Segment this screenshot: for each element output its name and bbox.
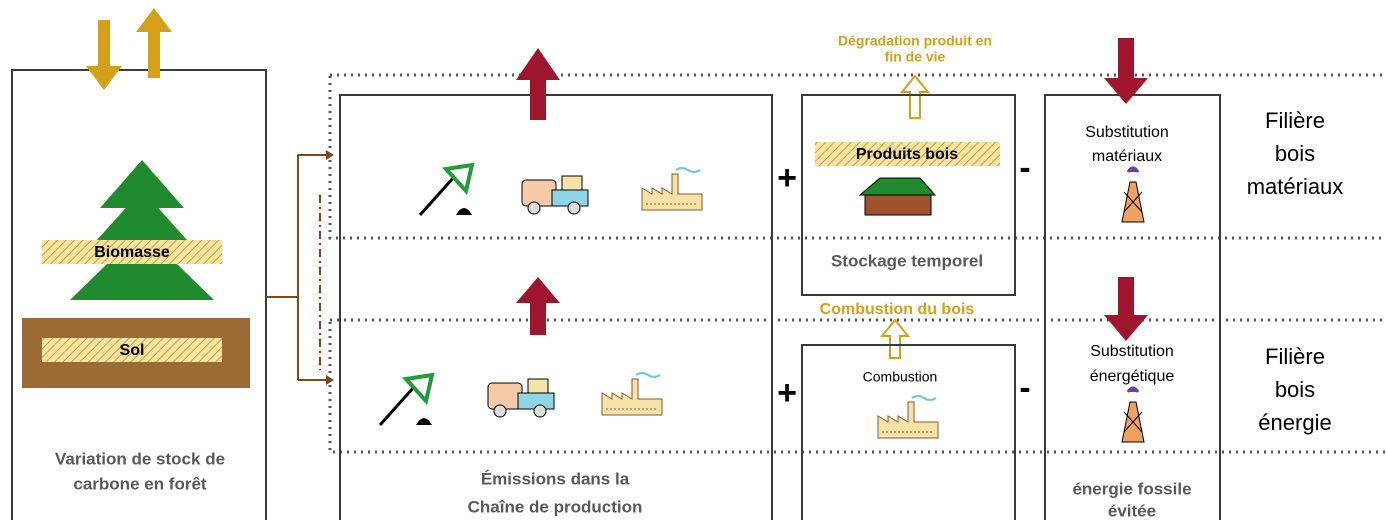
production-caption: Émissions dans la <box>481 469 630 488</box>
house-icon <box>860 178 935 215</box>
forest-caption: Variation de stock de <box>55 449 225 468</box>
icon <box>602 373 662 415</box>
emission-arrow <box>516 48 560 120</box>
diagram: Biomasse Sol Variation de stock de carbo… <box>0 0 1386 520</box>
combustion-top-label: Combustion du bois <box>820 301 975 318</box>
substitution-label: Substitution <box>1085 124 1169 141</box>
substitution-caption: évitée <box>1108 501 1156 520</box>
sector-label: Filière <box>1265 344 1325 369</box>
outline-arrow <box>882 320 908 358</box>
avoided-arrow <box>1104 277 1148 341</box>
arrow-up <box>136 8 172 78</box>
substitution-label: Substitution <box>1090 343 1174 360</box>
icon <box>488 379 554 417</box>
sector-label: matériaux <box>1247 174 1344 199</box>
emission-arrow <box>516 277 560 335</box>
substitution-label: matériaux <box>1092 148 1162 165</box>
products-label: Produits bois <box>856 146 958 163</box>
icon <box>1122 168 1144 222</box>
connector <box>266 155 326 380</box>
storage-caption: Stockage temporel <box>831 251 983 270</box>
sector-label: énergie <box>1258 410 1331 435</box>
combustion-label: Combustion <box>863 369 938 385</box>
forest-caption: carbone en forêt <box>73 474 207 493</box>
plus: + <box>777 159 797 197</box>
icon <box>878 396 938 438</box>
production-caption: Chaîne de production <box>468 497 643 516</box>
production-box <box>340 95 772 520</box>
icon <box>380 375 432 425</box>
degradation-label: fin de vie <box>885 49 946 65</box>
icon <box>522 176 588 214</box>
substitution-label: énergétique <box>1090 368 1175 385</box>
biomass-label: Biomasse <box>94 244 170 261</box>
outline-arrow <box>902 76 928 118</box>
sector-label: Filière <box>1265 108 1325 133</box>
soil-label: Sol <box>120 342 145 359</box>
icon <box>1122 388 1144 442</box>
substitution-caption: énergie fossile <box>1072 479 1191 498</box>
minus: - <box>1019 369 1030 407</box>
degradation-label: Dégradation produit en <box>838 33 992 49</box>
plus: + <box>777 374 797 412</box>
minus: - <box>1019 149 1030 187</box>
sector-label: bois <box>1275 141 1315 166</box>
sector-label: bois <box>1275 377 1315 402</box>
icon <box>420 165 472 215</box>
arrow-down <box>86 20 122 90</box>
connector-head <box>326 150 334 385</box>
icon <box>642 168 702 210</box>
